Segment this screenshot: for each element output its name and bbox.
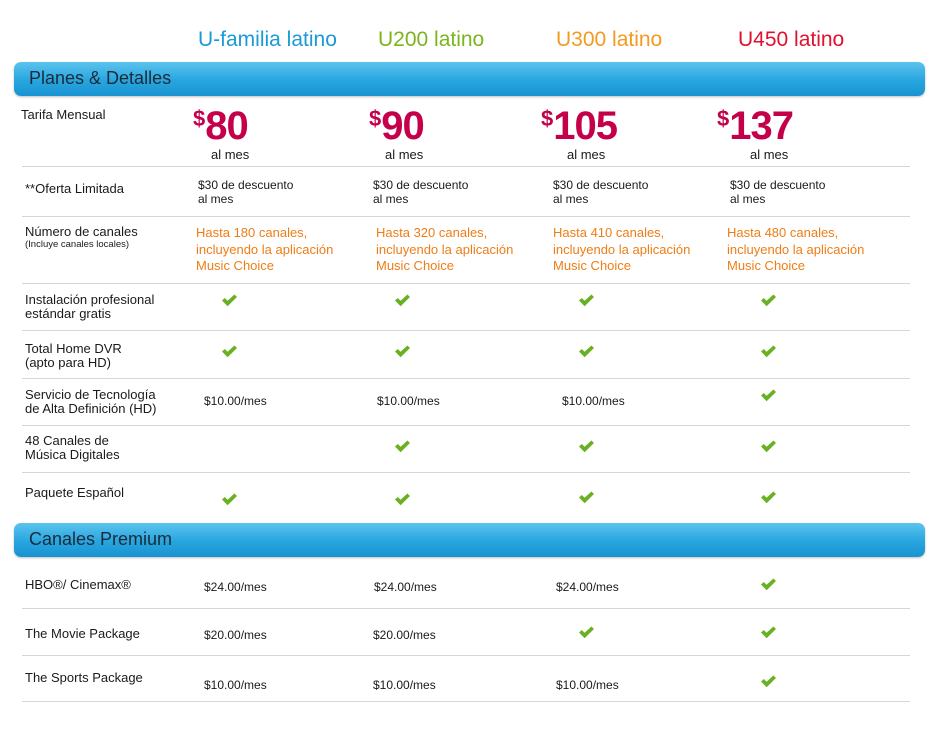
sports-price-2: $10.00/mes [373,678,436,692]
row-label-movie: The Movie Package [25,626,140,641]
row-label-musica: 48 Canales de Música Digitales [25,433,120,462]
check-icon [221,345,238,358]
row-divider [22,216,910,217]
check-icon [760,389,777,402]
row-divider [22,378,910,379]
check-icon [394,294,411,307]
row-label-canales: Número de canales (Incluye canales local… [25,224,138,251]
row-label-espanol: Paquete Español [25,485,125,500]
canales-value-3: Hasta 410 canales, incluyendo la aplicaci… [553,225,691,273]
row-divider [22,330,910,331]
canales-value-1: Hasta 180 canales, incluyendo la aplicaci… [196,225,334,273]
hbo-price-1: $24.00/mes [204,580,267,594]
hd-price-1: $10.00/mes [204,394,267,408]
hd-price-3: $10.00/mes [562,394,625,408]
section-title: Canales Premium [29,529,173,549]
sports-price-3: $10.00/mes [556,678,619,692]
canales-value-2: Hasta 320 canales, incluyendo la aplicaci… [376,225,514,273]
check-icon [578,294,595,307]
oferta-value-3: $30 de descuento al mes [553,178,649,206]
check-icon [760,294,777,307]
row-label-instalacion: Instalación profesional estándar gratis [25,292,155,321]
check-icon [578,491,595,504]
section-band-premium: Canales Premium [14,523,925,557]
movie-price-2: $20.00/mes [373,628,436,642]
section-band-plans-details: Planes & Detalles [14,62,925,96]
row-label-hbo: HBO®/ Cinemax® [25,577,131,592]
row-divider [22,608,910,609]
section-title: Planes & Detalles [29,68,172,88]
plan-name-u200: U200 latino [378,28,485,51]
check-icon [760,675,777,688]
sports-price-1: $10.00/mes [204,678,267,692]
row-divider [22,166,910,167]
movie-price-1: $20.00/mes [204,628,267,642]
price-period-2: al mes [385,147,424,162]
check-icon [221,493,238,506]
check-icon [760,491,777,504]
price-period-4: al mes [750,147,789,162]
price-plan-4: $137 [717,104,794,148]
check-icon [760,578,777,591]
check-icon [578,440,595,453]
row-label-sports: The Sports Package [25,670,143,685]
oferta-value-1: $30 de descuento al mes [198,178,294,206]
plan-name-u-familia: U-familia latino [198,28,337,51]
check-icon [578,345,595,358]
hbo-price-2: $24.00/mes [374,580,437,594]
check-icon [394,493,411,506]
oferta-value-4: $30 de descuento al mes [730,178,826,206]
row-label-tarifa: Tarifa Mensual [21,107,106,122]
row-sublabel-canales: (Incluye canales locales) [25,239,130,250]
check-icon [578,626,595,639]
row-divider [22,701,910,702]
row-label-oferta: **Oferta Limitada [25,181,124,196]
price-plan-2: $90 [369,104,425,148]
row-label-dvr: Total Home DVR (apto para HD) [25,341,122,370]
plan-name-u300: U300 latino [556,28,663,51]
check-icon [760,440,777,453]
plan-name-u450: U450 latino [738,28,845,51]
price-period-1: al mes [211,147,250,162]
hd-price-2: $10.00/mes [377,394,440,408]
check-icon [760,345,777,358]
check-icon [394,345,411,358]
check-icon [760,626,777,639]
row-divider [22,655,910,656]
row-label-hd: Servicio de Tecnología de Alta Definición… [25,387,157,416]
row-divider [22,283,910,284]
price-period-3: al mes [567,147,606,162]
check-icon [221,294,238,307]
price-plan-1: $80 [193,104,249,148]
row-divider [22,472,910,473]
canales-value-4: Hasta 480 canales, incluyendo la aplicaci… [727,225,865,273]
check-icon [394,440,411,453]
hbo-price-3: $24.00/mes [556,580,619,594]
price-plan-3: $105 [541,104,618,148]
oferta-value-2: $30 de descuento al mes [373,178,469,206]
row-divider [22,425,910,426]
